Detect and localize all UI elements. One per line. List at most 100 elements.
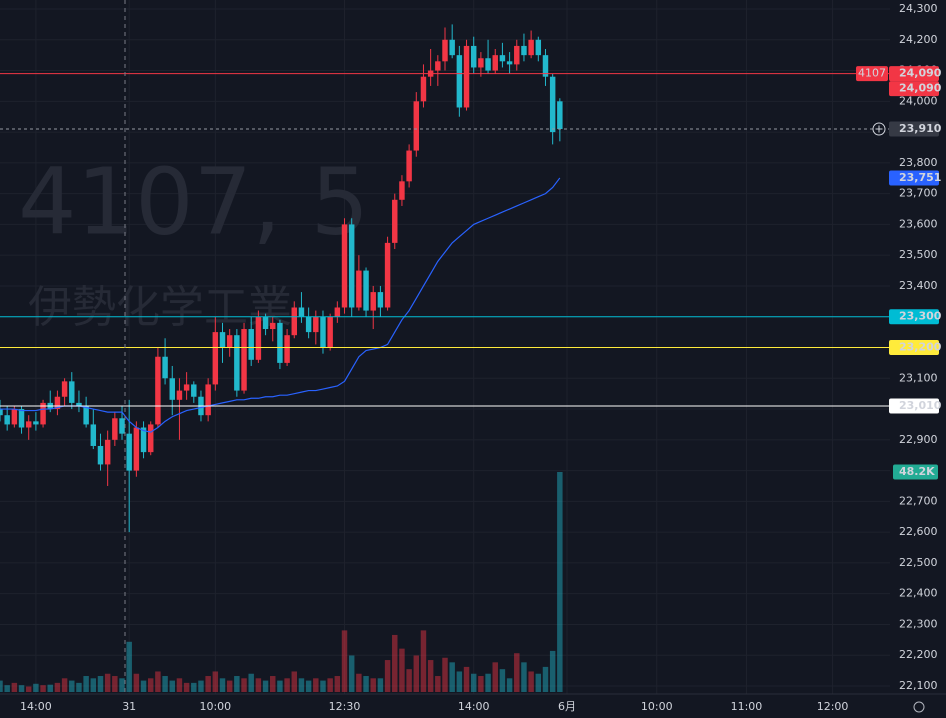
candle-body <box>191 384 197 397</box>
watermark-subtitle: 伊勢化学工業 <box>28 282 292 333</box>
candle-body <box>549 76 556 133</box>
volume-bar <box>521 662 527 692</box>
volume-bar <box>90 678 97 692</box>
candle-body <box>262 316 269 330</box>
volume-bar <box>499 669 506 692</box>
volume-bar <box>557 472 563 692</box>
x-tick-label: 12:00 <box>817 700 849 713</box>
volume-bar <box>33 683 39 692</box>
candle-body <box>54 396 61 410</box>
candle-body <box>69 381 75 403</box>
candle-body <box>255 316 262 360</box>
price-label-box <box>889 340 939 355</box>
price-label-box <box>889 121 939 137</box>
volume-label-box <box>893 464 938 480</box>
candle-body <box>83 405 89 425</box>
candle-body <box>90 424 97 446</box>
plot <box>0 24 890 692</box>
candle-body <box>104 439 111 465</box>
candle-body <box>140 427 147 453</box>
candle-body <box>183 384 190 391</box>
y-tick-label: 22,900 <box>899 433 938 446</box>
volume-bar <box>25 686 32 692</box>
volume-bar <box>104 673 111 692</box>
volume-bar <box>305 680 312 692</box>
volume-bar <box>133 673 140 692</box>
volume-bar <box>456 671 463 692</box>
candle-body <box>133 427 140 471</box>
volume-bar <box>255 678 262 692</box>
volume-bar <box>61 678 68 692</box>
volume-bar <box>191 682 197 692</box>
candle-body <box>327 316 333 348</box>
y-tick-label: 23,700 <box>899 187 938 200</box>
volume-bar <box>248 673 254 692</box>
candle-body <box>406 150 412 182</box>
volume-bar <box>427 660 434 692</box>
y-tick-label: 22,200 <box>899 648 938 661</box>
candle-body <box>557 101 563 130</box>
volume-bar <box>147 678 154 692</box>
volume-bar <box>198 680 204 692</box>
volume-bar <box>291 671 298 692</box>
volume-bar <box>40 685 46 692</box>
volume-bar <box>356 673 362 692</box>
price-tag-box <box>856 66 888 82</box>
candle-body <box>320 316 326 348</box>
x-tick-label: 10:00 <box>199 700 231 713</box>
volume-bar <box>334 676 341 692</box>
candle-body <box>248 329 254 360</box>
y-tick-label: 24,000 <box>899 94 938 107</box>
volume-bar <box>155 671 161 692</box>
volume-bar <box>320 680 326 692</box>
volume-bar <box>140 680 147 692</box>
volume-bar <box>47 684 53 692</box>
volume-bar <box>549 650 556 692</box>
candle-body <box>463 45 470 108</box>
volume-bar <box>535 673 542 692</box>
volume-bar <box>183 682 190 692</box>
candle-body <box>169 378 175 400</box>
x-tick-label: 6月 <box>558 700 576 713</box>
candle-body <box>0 409 3 416</box>
volume-bar <box>542 666 549 692</box>
candle-body <box>305 316 312 333</box>
candle-body <box>377 292 384 308</box>
candle-body <box>277 322 283 363</box>
candle-body <box>492 55 498 71</box>
volume-bar <box>270 676 276 692</box>
x-tick-label: 10:00 <box>641 700 673 713</box>
y-tick-label: 24,200 <box>899 33 938 46</box>
candle-body <box>162 356 168 379</box>
price-label-box <box>889 170 939 186</box>
volume-bar <box>226 680 233 692</box>
candle-body <box>291 307 298 336</box>
volume-bar <box>492 662 498 692</box>
x-tick-label: 11:00 <box>731 700 763 713</box>
volume-bar <box>377 678 384 692</box>
volume-bar <box>176 678 183 692</box>
candle-body <box>341 224 348 308</box>
settings-icon[interactable] <box>913 701 925 713</box>
volume-bar <box>514 653 520 692</box>
y-tick-label: 23,100 <box>899 371 938 384</box>
price-label-box <box>889 309 939 325</box>
candle-body <box>18 409 25 428</box>
volume-bar <box>18 685 25 692</box>
price-label: 24,090 <box>899 67 942 80</box>
volume-bar <box>442 657 448 692</box>
price-label: 24,090 <box>899 82 942 95</box>
candle-body <box>499 55 506 62</box>
volume-label: 48.2K <box>899 465 935 478</box>
candle-body <box>514 45 520 65</box>
volume-bar <box>313 678 319 692</box>
candle-body <box>219 332 226 348</box>
volume-bar <box>399 648 405 692</box>
y-tick-label: 22,500 <box>899 556 938 569</box>
y-tick-label: 23,600 <box>899 217 938 230</box>
candle-body <box>356 270 362 308</box>
y-tick-label: 22,100 <box>899 679 938 692</box>
price-tag: 4107 <box>858 67 886 80</box>
volume-bar <box>277 680 283 692</box>
candle-body <box>506 61 513 65</box>
